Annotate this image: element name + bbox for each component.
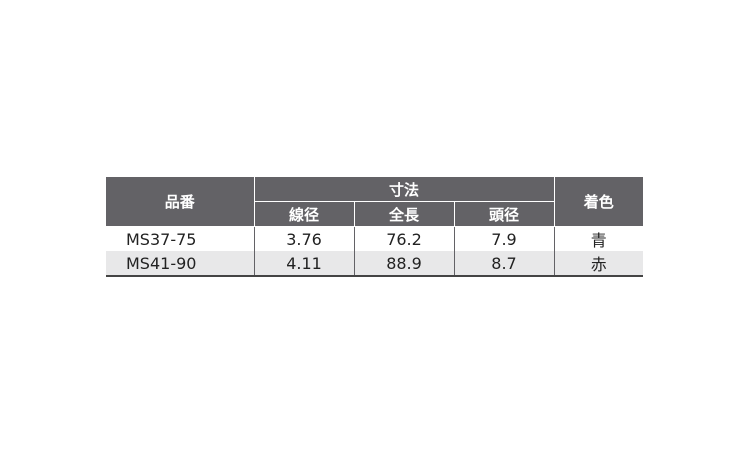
header-length: 全長 (353, 201, 455, 227)
cell-length: 88.9 (353, 251, 454, 277)
header-head-dia: 頭径 (453, 201, 555, 227)
cell-wire-dia: 4.11 (253, 251, 354, 277)
cell-color: 青 (553, 226, 644, 251)
cell-part-no: MS37-75 (126, 229, 197, 249)
table-row: MS41-90 4.11 88.9 8.7 赤 (106, 251, 644, 277)
cell-head-dia: 7.9 (453, 226, 555, 251)
header-wire-dia: 線径 (253, 201, 355, 227)
cell-color: 赤 (553, 251, 644, 277)
cell-head-dia: 8.7 (453, 251, 555, 277)
cell-part-no: MS41-90 (106, 251, 254, 277)
header-color: 着色 (553, 177, 644, 227)
table-row: MS37-75 3.76 76.2 7.9 青 (106, 226, 644, 251)
cell-wire-dia: 3.76 (253, 226, 354, 251)
header-part-no: 品番 (106, 177, 255, 227)
header-dimensions: 寸法 (253, 177, 555, 202)
spec-table: 品番 寸法 着色 線径 全長 頭径 MS37-75 3.76 76.2 7.9 … (106, 177, 644, 277)
cell-length: 76.2 (353, 226, 454, 251)
